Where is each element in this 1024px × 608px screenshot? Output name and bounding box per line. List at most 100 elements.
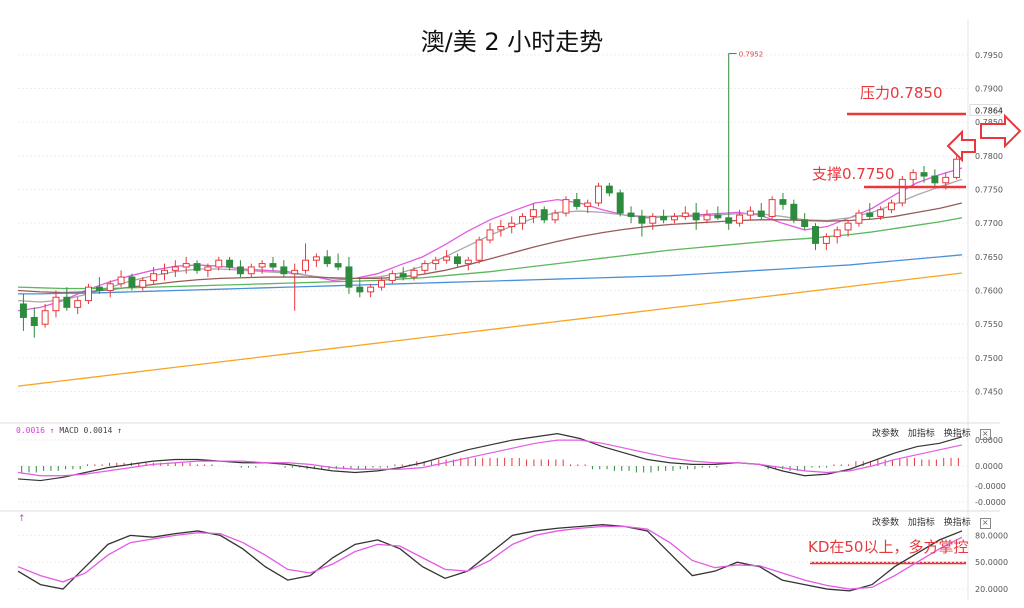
kd-tick-label: 50.0000 — [975, 558, 1008, 567]
candle-up — [291, 269, 299, 275]
chart-title: 澳/美 2 小时走势 — [420, 28, 604, 56]
candle-down — [616, 192, 624, 214]
kd-note-label: KD在50以上，多方掌控 — [808, 538, 969, 556]
candle-up — [670, 215, 678, 221]
candle-up — [74, 300, 82, 308]
price-tick-label: 0.7600 — [975, 287, 1003, 296]
candle-down — [714, 214, 722, 219]
candle-up — [204, 266, 212, 271]
price-tick-label: 0.7700 — [975, 219, 1003, 228]
kd-add-indicator-button[interactable]: 加指标 — [907, 518, 935, 528]
kd-switch-indicator-button[interactable]: 换指标 — [943, 518, 971, 528]
kd-toolbar: 改参数 加指标 换指标 × — [866, 515, 991, 529]
candle-down — [345, 266, 353, 288]
candle-down — [866, 212, 874, 217]
candle-up — [681, 212, 689, 217]
candle-down — [757, 210, 765, 217]
candle-down — [573, 199, 581, 207]
macd-close-icon[interactable]: × — [979, 429, 991, 440]
macd-up-arrow-icon: ↑ — [49, 426, 55, 435]
candle-down — [236, 266, 244, 275]
candle-up — [247, 266, 255, 275]
candle-down — [931, 175, 939, 184]
price-tick-label: 0.7650 — [975, 253, 1003, 262]
candle-up — [367, 286, 375, 293]
candle-down — [779, 199, 787, 205]
macd-tick-label: 0.0000 — [975, 462, 1003, 471]
candle-down — [95, 286, 103, 292]
candle-up — [953, 158, 961, 178]
candle-up — [649, 215, 657, 224]
candle-up — [844, 222, 852, 231]
candle-up — [551, 212, 559, 221]
candle-up — [171, 266, 179, 271]
candle-up — [855, 212, 863, 224]
candle-up — [258, 263, 266, 268]
ma-line-green — [17, 217, 963, 290]
macd-legend: 0.0016 ↑ MACD 0.0014 ↑ — [16, 426, 122, 435]
candle-up — [421, 263, 429, 271]
candle-down — [399, 273, 407, 278]
candle-up — [746, 210, 754, 216]
macd-legend-first: 0.0016 — [16, 426, 45, 435]
macd-switch-indicator-button[interactable]: 换指标 — [943, 429, 971, 439]
resistance-label: 压力0.7850 — [860, 84, 943, 102]
candle-up — [388, 273, 396, 281]
candle-up — [160, 269, 168, 275]
ma-line-blue — [18, 254, 963, 295]
arrow-right-icon — [980, 113, 1022, 149]
support-label: 支撑0.7750 — [812, 165, 895, 183]
macd-dea-line — [17, 439, 963, 477]
macd-add-indicator-button[interactable]: 加指标 — [907, 429, 935, 439]
candle-down — [801, 219, 809, 228]
candle-up — [768, 199, 776, 217]
kd-legend: ↑ — [18, 514, 26, 524]
candle-up — [106, 283, 114, 292]
candle-up — [703, 214, 711, 221]
candle-down — [323, 256, 331, 265]
ma-line-orange — [17, 272, 963, 387]
kd-close-icon[interactable]: × — [979, 518, 991, 529]
candle-up — [432, 259, 440, 265]
candle-up — [529, 209, 537, 217]
price-tick-label: 0.7450 — [975, 388, 1003, 397]
candle-down — [453, 256, 461, 265]
candle-down — [660, 215, 668, 221]
candle-down — [128, 276, 136, 288]
price-tick-label: 0.7500 — [975, 354, 1003, 363]
candle-down — [63, 296, 71, 308]
candle-up — [562, 199, 570, 214]
candle-down — [30, 316, 38, 327]
candle-up — [584, 202, 592, 207]
candle-down — [280, 266, 288, 275]
kd-k-line — [17, 524, 963, 592]
candle-up — [497, 226, 505, 231]
candle-down — [638, 215, 646, 224]
candle-down — [226, 259, 234, 268]
peak-label: 0.7952 — [739, 50, 764, 58]
macd-tick-label: -0.0000 — [975, 498, 1006, 507]
price-tick-label: 0.7850 — [975, 118, 1003, 127]
candle-up — [508, 222, 516, 228]
candle-up — [215, 259, 223, 268]
candle-up — [85, 286, 93, 302]
macd-tick-label: -0.0000 — [975, 482, 1006, 491]
price-tick-label: 0.7750 — [975, 186, 1003, 195]
candle-down — [812, 226, 820, 244]
candle-up — [595, 185, 602, 204]
candle-up — [519, 215, 527, 224]
candle-up — [877, 209, 885, 217]
candle-down — [627, 212, 635, 217]
candle-up — [909, 172, 917, 180]
macd-params-button[interactable]: 改参数 — [872, 429, 900, 439]
arrow-left-icon — [946, 129, 976, 163]
candle-up — [887, 202, 895, 211]
kd-params-button[interactable]: 改参数 — [872, 518, 900, 528]
candle-down — [193, 263, 201, 271]
price-tick-label: 0.7800 — [975, 152, 1003, 161]
candle-up — [833, 229, 841, 238]
candle-up — [486, 229, 494, 241]
candle-down — [19, 303, 27, 318]
ma-line-brown — [17, 202, 963, 294]
